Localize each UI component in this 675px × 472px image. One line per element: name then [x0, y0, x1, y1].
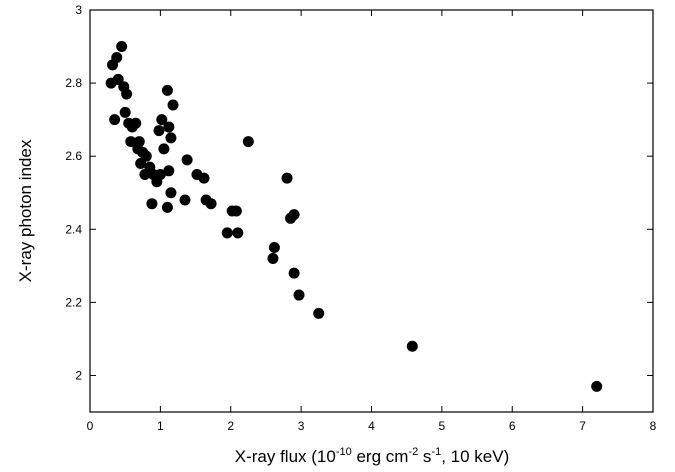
y-tick-label: 2.8 — [65, 76, 82, 90]
x-tick-label: 7 — [579, 419, 586, 433]
data-point — [153, 125, 165, 137]
data-point — [179, 194, 191, 206]
data-point — [230, 205, 242, 217]
data-point — [139, 168, 151, 180]
data-point — [167, 99, 179, 111]
data-point — [232, 227, 244, 239]
data-point — [181, 154, 193, 166]
data-point — [406, 340, 418, 352]
data-point — [125, 136, 137, 148]
data-point — [156, 114, 168, 126]
y-tick-label: 2 — [75, 368, 82, 382]
data-point — [116, 41, 128, 53]
x-tick-label: 1 — [157, 419, 164, 433]
y-tick-label: 2.4 — [65, 222, 82, 236]
data-point — [161, 201, 173, 213]
data-point — [242, 136, 254, 148]
data-point — [591, 380, 603, 392]
data-point — [107, 59, 119, 71]
data-point — [198, 172, 210, 184]
data-point — [268, 242, 280, 254]
x-tick-label: 4 — [368, 419, 375, 433]
data-point — [121, 88, 133, 100]
x-tick-label: 2 — [227, 419, 234, 433]
data-point — [165, 187, 177, 199]
data-point — [288, 267, 300, 279]
data-point — [288, 209, 300, 221]
data-point — [293, 289, 305, 301]
x-axis-ticks: 0 1 2 3 4 5 6 7 8 — [87, 10, 657, 433]
x-axis-title: X-ray flux (10-10 erg cm-2 s-1, 10 keV) — [235, 446, 510, 466]
data-point — [105, 77, 117, 89]
data-point — [221, 227, 233, 239]
data-point — [161, 84, 173, 96]
data-point — [158, 143, 170, 155]
data-points — [105, 41, 603, 392]
data-point — [313, 307, 325, 319]
x-tick-label: 5 — [439, 419, 446, 433]
x-tick-label: 3 — [298, 419, 305, 433]
y-tick-label: 2.2 — [65, 295, 82, 309]
data-point — [146, 198, 158, 210]
data-point — [165, 132, 177, 144]
data-point — [109, 114, 121, 126]
data-point — [130, 117, 142, 129]
y-tick-label: 2.6 — [65, 149, 82, 163]
data-point — [281, 172, 293, 184]
y-axis-ticks: 2 2.2 2.4 2.6 2.8 3 — [65, 3, 653, 382]
data-point — [119, 106, 131, 118]
x-tick-label: 0 — [87, 419, 94, 433]
data-point — [205, 198, 217, 210]
plot-frame — [89, 9, 654, 413]
y-tick-label: 3 — [75, 3, 82, 17]
data-point — [163, 165, 175, 177]
x-tick-label: 8 — [650, 419, 657, 433]
data-point — [267, 253, 279, 265]
data-point — [154, 168, 166, 180]
x-tick-label: 6 — [509, 419, 516, 433]
y-axis-title: X-ray photon index — [16, 139, 35, 282]
data-point — [135, 157, 147, 169]
data-point — [163, 121, 175, 133]
